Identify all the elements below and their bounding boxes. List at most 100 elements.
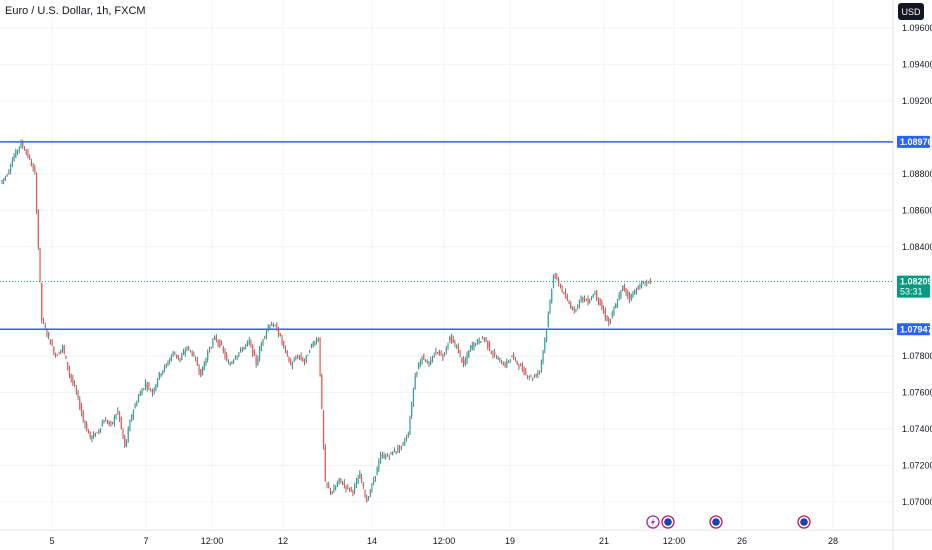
candle-body [305,355,307,361]
candle-body [480,341,482,343]
candle-body [243,347,245,350]
candle-body [175,354,178,358]
candle-body [609,319,612,322]
candle-body [476,339,479,344]
candle-body [461,357,463,362]
candle-body [440,352,442,354]
candle-body [587,298,589,304]
candle-body [639,284,641,288]
candle-body [65,355,67,359]
candle-body [348,488,351,491]
candle-body [466,354,468,361]
economic-event-icon[interactable] [661,515,675,529]
candle-body [487,340,489,348]
candle-body [341,483,344,485]
candle-body [170,355,173,361]
lightning-event-icon[interactable] [646,515,660,529]
candle-body [454,342,456,345]
candle-body [335,486,337,490]
candle-body [575,309,577,311]
candle-body [502,364,504,366]
candle-body [207,352,209,361]
candle-body [628,295,631,300]
candle-body [136,402,138,406]
candle-body [3,178,5,182]
candle-body [151,389,154,394]
candle-body [70,374,72,380]
candle-body [203,363,205,371]
candle-body [108,421,110,424]
candle-body [545,330,548,341]
candle-body [23,147,26,151]
candle-body [131,415,133,421]
candle-body [418,364,420,370]
price-axis[interactable]: 1.09600 1.09400 1.09200 1.08800 1.08600 1.084… [902,23,932,507]
candle-body [10,166,12,171]
candle-body [564,292,567,299]
horizontal-levels [0,141,893,331]
candle-body [56,354,58,356]
candle-body [597,297,600,303]
candle-body [110,422,112,424]
candle-body [158,372,160,379]
candle-body [350,487,352,490]
candle-body [201,366,204,376]
candle-body [312,342,314,347]
candle-body [226,354,228,360]
time-axis[interactable]: 5 7 12:00 12 14 12:00 19 21 12:00 26 28 [49,536,838,546]
price-tick-label: 1.07800 [902,351,932,361]
candle-body [20,141,22,148]
candle-body [481,337,484,339]
candle-body [252,344,254,355]
candle-body [364,490,366,497]
candle-body [632,293,634,298]
economic-event-icon[interactable] [797,515,811,529]
candle-body [433,355,435,357]
candle-body [49,339,52,345]
candle-body [309,351,311,353]
last-price-label: 1.08209 [900,277,932,287]
candle-body [583,297,586,300]
candle-body [376,466,378,476]
candle-body [307,354,309,356]
candle-body [103,421,105,424]
candle-body [200,369,202,377]
candle-body [284,347,287,350]
candle-body [602,308,605,313]
candle-body [220,343,223,345]
candle-body [310,343,313,348]
candle-body [63,345,65,354]
price-tick-label: 1.07000 [902,497,932,507]
candle-body [514,358,517,360]
candle-body [601,302,603,309]
candle-body [236,355,238,359]
candle-body [224,351,226,358]
candle-body [326,482,328,486]
currency-button[interactable]: USD [898,3,924,20]
candle-body [8,170,10,174]
candle-body [585,299,587,301]
candle-body [331,491,333,494]
candle-body [343,482,345,486]
candle-body [409,418,411,435]
candle-body [54,353,57,357]
candle-body [93,433,95,438]
candle-body [649,279,651,283]
candle-body [447,344,449,348]
candle-body [347,485,349,487]
economic-event-icon[interactable] [709,515,723,529]
candle-body [68,367,71,375]
candle-body [74,383,76,386]
candle-body [120,417,122,429]
candle-body [623,285,625,291]
candle-body [233,359,235,363]
candle-body [6,175,8,177]
event-markers[interactable] [646,515,811,529]
candle-body [300,355,302,360]
candle-body [51,342,53,346]
candle-body [84,421,86,425]
candle-body [257,358,259,366]
candlestick-series [1,139,651,503]
candle-body [125,439,128,447]
